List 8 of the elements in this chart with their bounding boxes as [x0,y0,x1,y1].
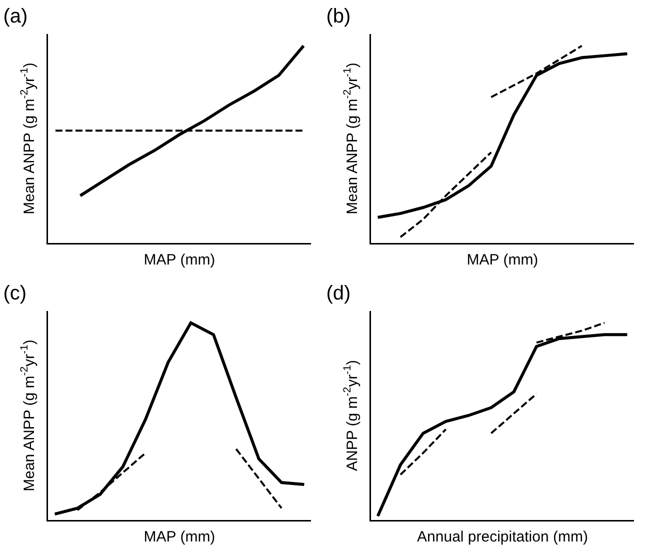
chart-title: (d) [326,282,351,304]
x-axis-title: MAP (mm) [466,252,538,269]
chart-title: (b) [326,5,351,28]
x-axis-title: MAP (mm) [144,528,216,546]
chart-title: (a) [3,5,28,28]
chart-title: (c) [3,282,27,304]
x-axis-title: Annual precipitation (mm) [417,528,588,546]
x-axis-title: MAP (mm) [144,252,216,269]
